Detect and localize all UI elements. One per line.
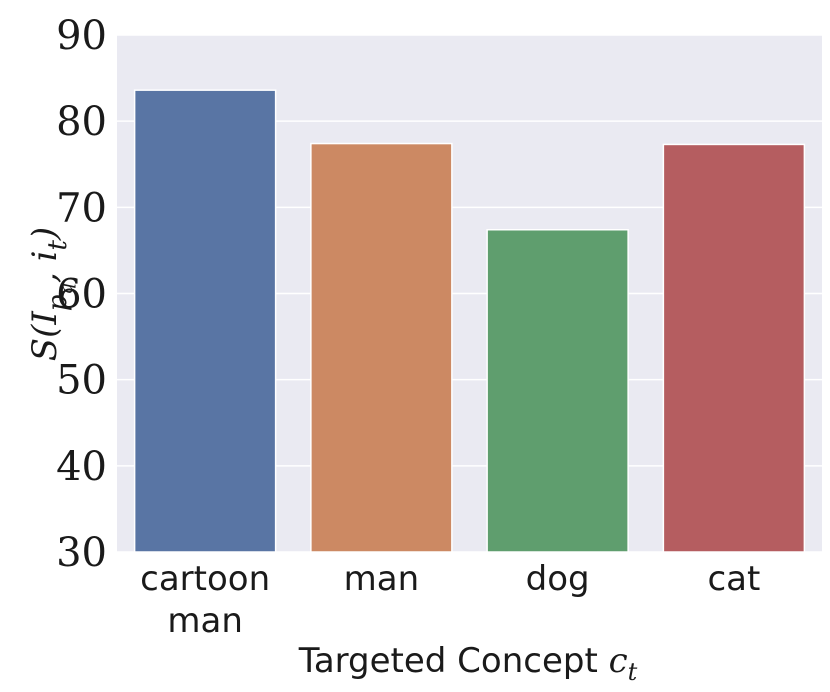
y-tick-label: 50 bbox=[56, 358, 107, 404]
bars bbox=[133, 89, 806, 553]
x-axis-title-symbol: c bbox=[609, 641, 628, 681]
x-axis-title-subscript: t bbox=[628, 658, 638, 686]
bar bbox=[310, 142, 453, 553]
x-axis-title-text: Targeted Concept bbox=[298, 641, 609, 681]
x-tick-label: man bbox=[344, 559, 420, 599]
y-tick-label: 90 bbox=[56, 13, 107, 59]
bar bbox=[486, 228, 629, 553]
x-axis-title: Targeted Concept ct bbox=[298, 641, 638, 686]
y-axis-title-text: S(Ipq, it) bbox=[25, 227, 77, 361]
y-tick-labels: 30 40 50 60 70 80 90 bbox=[56, 13, 107, 576]
y-tick-label: 30 bbox=[56, 530, 107, 576]
y-tick-label: 80 bbox=[56, 99, 107, 145]
x-tick-label: man bbox=[167, 601, 243, 641]
y-tick-label: 70 bbox=[56, 185, 107, 231]
y-axis-title: S(Ipq, it) bbox=[25, 227, 77, 361]
y-tick-label: 40 bbox=[56, 444, 107, 490]
x-tick-label: cat bbox=[707, 559, 760, 599]
bar bbox=[662, 143, 806, 553]
x-tick-label: cartoon bbox=[140, 559, 270, 599]
y-tick-label: 60 bbox=[56, 272, 107, 318]
x-tick-label: dog bbox=[526, 559, 590, 599]
bar bbox=[133, 89, 277, 553]
